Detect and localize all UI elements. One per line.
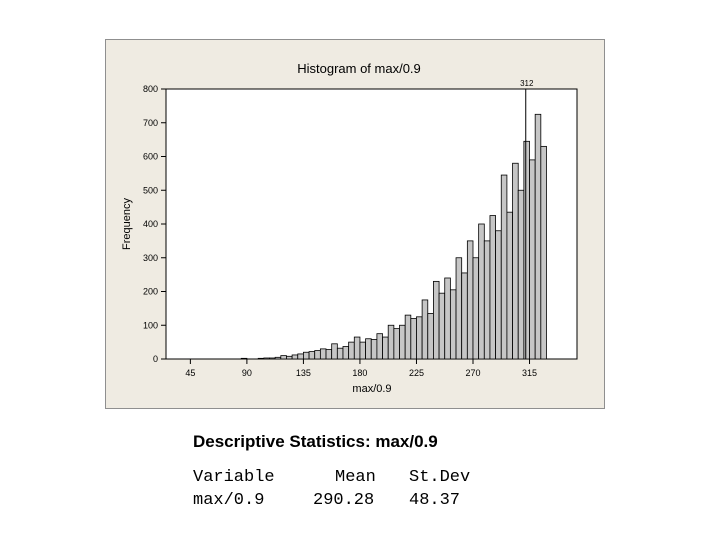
- histogram-bar: [466, 240, 474, 360]
- histogram-bar: [336, 347, 344, 360]
- y-tick-label: 500: [143, 185, 158, 195]
- histogram-bar: [540, 145, 547, 360]
- histogram-bar: [387, 324, 395, 360]
- histogram-bar: [393, 328, 400, 360]
- x-tick-label: 270: [465, 368, 480, 378]
- y-tick-label: 0: [153, 354, 158, 364]
- y-tick-label: 700: [143, 118, 158, 128]
- x-tick-label: 225: [409, 368, 424, 378]
- histogram-bar: [331, 343, 338, 360]
- histogram-bar: [472, 257, 480, 360]
- histogram-bar: [353, 336, 361, 360]
- histogram-bar: [404, 314, 412, 360]
- reference-line-label: 312: [520, 79, 534, 88]
- histogram-bar: [455, 257, 463, 360]
- histogram-bar: [257, 357, 265, 360]
- histogram-bar: [297, 353, 304, 360]
- histogram-bar: [274, 356, 282, 360]
- histogram-bar: [308, 351, 316, 360]
- histogram-bar: [382, 336, 389, 360]
- stats-header-stdev: St.Dev: [409, 468, 471, 487]
- histogram-bar: [483, 240, 491, 360]
- histogram-bar: [449, 289, 457, 360]
- histogram-bar: [427, 313, 434, 360]
- y-tick-label: 600: [143, 152, 158, 162]
- histogram-bar: [421, 299, 429, 360]
- histogram-bar: [517, 189, 525, 360]
- y-tick-label: 300: [143, 253, 158, 263]
- chart-title: Histogram of max/0.9: [297, 61, 421, 76]
- x-axis-label: max/0.9: [352, 383, 391, 395]
- x-tick-label: 135: [296, 368, 311, 378]
- stats-value-mean: 290.28: [313, 491, 375, 510]
- histogram-bar: [269, 357, 276, 360]
- histogram-chart: Histogram of max/0.9 312 0 100 200 300 400 50…: [121, 61, 578, 395]
- x-tick-label: 45: [185, 368, 195, 378]
- histogram-bar: [291, 354, 299, 360]
- stats-header-mean: Mean: [335, 468, 376, 487]
- y-tick-label: 800: [143, 84, 158, 94]
- histogram-bar: [348, 341, 355, 360]
- y-tick-label: 200: [143, 287, 158, 297]
- histogram-bar: [523, 140, 530, 360]
- stats-value-variable: max/0.9: [193, 491, 265, 510]
- histogram-bar: [286, 355, 293, 360]
- stats-value-stdev: 48.37: [409, 491, 461, 510]
- histogram-bar: [534, 113, 542, 360]
- histogram-bar: [370, 339, 378, 360]
- histogram-bar: [410, 318, 417, 360]
- x-tick-label: 90: [242, 368, 252, 378]
- histogram-bar: [365, 338, 372, 360]
- histogram-bar: [444, 277, 451, 360]
- histogram-bar: [342, 346, 350, 360]
- histogram-bar: [489, 215, 497, 360]
- histogram-bar: [495, 230, 502, 360]
- histogram-bar: [506, 211, 513, 360]
- histogram-bar: [529, 159, 536, 360]
- histogram-bar: [240, 357, 248, 360]
- y-tick-label: 400: [143, 219, 158, 229]
- stats-title: Descriptive Statistics: max/0.9: [193, 432, 438, 451]
- histogram-bar: [359, 341, 366, 360]
- histogram-bar: [325, 349, 333, 360]
- histogram-bar: [478, 223, 485, 360]
- histogram-bar: [303, 351, 310, 360]
- histogram-bar: [416, 316, 423, 360]
- histogram-bar: [280, 355, 287, 360]
- histogram-bar: [433, 280, 440, 360]
- histogram-bar: [376, 333, 383, 360]
- x-tick-label: 315: [522, 368, 537, 378]
- histogram-bar: [319, 348, 327, 360]
- y-tick-label: 100: [143, 320, 158, 330]
- histogram-bar: [438, 292, 446, 360]
- histogram-bar: [263, 357, 270, 360]
- histogram-bar: [461, 272, 468, 360]
- histogram-bar: [399, 324, 406, 360]
- histogram-bar: [314, 350, 321, 360]
- stats-header-variable: Variable: [193, 468, 275, 487]
- histogram-bar: [512, 162, 519, 360]
- histogram-bar: [500, 174, 508, 360]
- x-tick-label: 180: [352, 368, 367, 378]
- y-axis-label: Frequency: [121, 198, 133, 250]
- histogram-panel: Histogram of max/0.9 312 0 100 200 300 400 50…: [105, 39, 605, 409]
